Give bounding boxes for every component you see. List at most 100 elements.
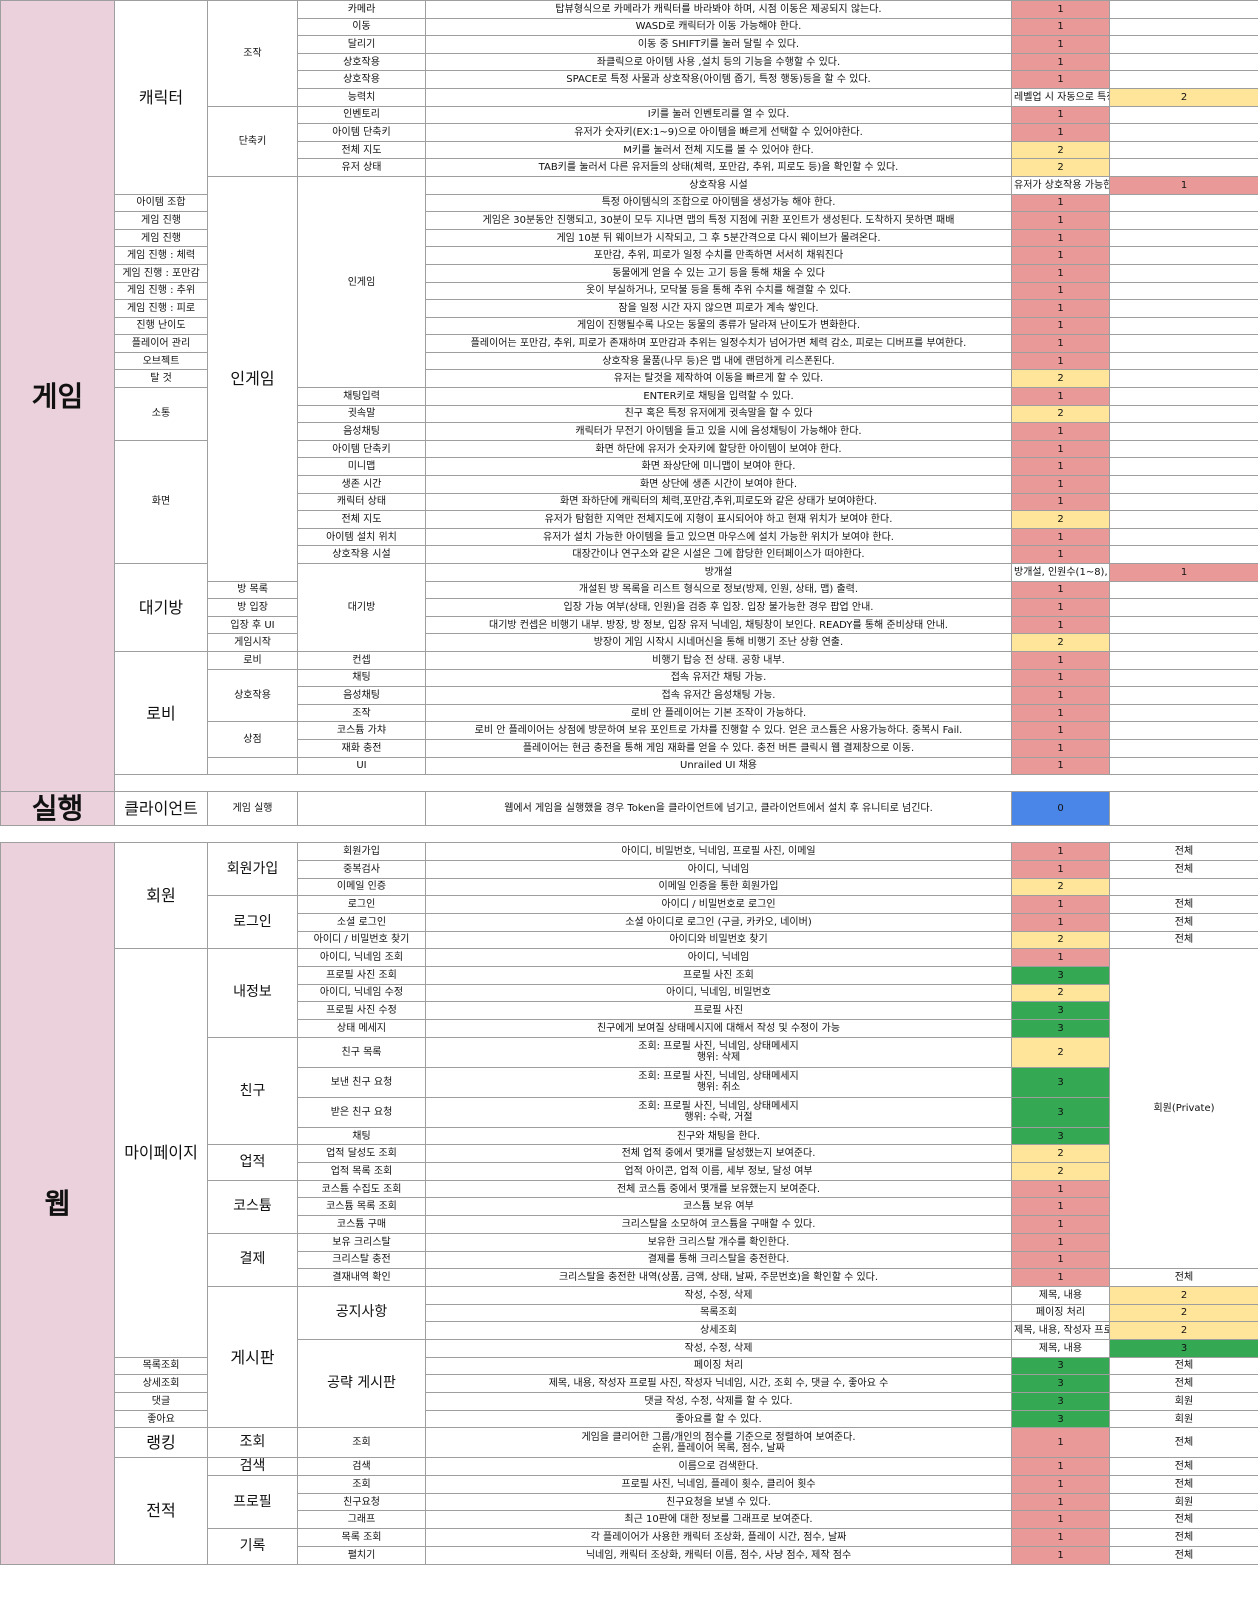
group-cell[interactable] xyxy=(207,756,298,776)
priority-cell[interactable]: 1 xyxy=(1011,738,1110,758)
priority-cell[interactable]: 3 xyxy=(1011,1066,1110,1098)
access-cell[interactable]: 전체 xyxy=(1109,859,1258,879)
priority-cell[interactable]: 2 xyxy=(1011,1162,1110,1181)
priority-cell[interactable]: 3 xyxy=(1011,1019,1110,1038)
priority-cell[interactable]: 2 xyxy=(1011,369,1110,389)
feature-cell[interactable]: 업적 달성도 조회 xyxy=(297,1144,426,1164)
access-cell[interactable] xyxy=(1109,281,1258,301)
access-cell[interactable]: 전체 xyxy=(1109,1457,1258,1477)
description-cell[interactable]: 전체 코스튬 중에서 몇개를 보유했는지 보여준다. xyxy=(425,1179,1012,1199)
description-cell[interactable]: 유저가 탐험한 지역만 전체지도에 지형이 표시되어야 하고 현재 위치가 보여… xyxy=(425,510,1012,529)
description-cell[interactable]: 화면 하단에 유저가 숫자키에 할당한 아이템이 보여야 한다. xyxy=(425,439,1012,459)
access-cell[interactable] xyxy=(1109,756,1258,776)
priority-cell[interactable]: 1 xyxy=(1011,263,1110,283)
description-cell[interactable]: 각 플레이어가 사용한 캐릭터 조상화, 플레이 시간, 점수, 날짜 xyxy=(425,1528,1012,1547)
access-cell[interactable]: 전체 xyxy=(1109,1528,1258,1547)
category-cell[interactable]: 실행 xyxy=(0,791,115,827)
description-cell[interactable]: 게임 10분 뒤 웨이브가 시작되고, 그 후 5분간격으로 다시 웨이브가 몰… xyxy=(425,228,1012,248)
access-cell[interactable]: 전체 xyxy=(1109,1268,1258,1287)
feature-cell[interactable]: 플레이어 관리 xyxy=(114,334,208,353)
description-cell[interactable]: 제목, 내용, 작성자 프로필 사진, 작성자 닉네임, 시간, 조회 수, 댓… xyxy=(1011,1321,1110,1340)
priority-cell[interactable]: 1 xyxy=(1011,281,1110,301)
priority-cell[interactable]: 1 xyxy=(1011,17,1110,37)
group-cell[interactable]: 친구 xyxy=(207,1036,298,1146)
priority-cell[interactable]: 2 xyxy=(1011,140,1110,160)
group-cell[interactable]: 검색 xyxy=(207,1457,298,1477)
description-cell[interactable]: 조회: 프로필 사진, 닉네임, 상태메세지 행위: 삭제 xyxy=(425,1036,1012,1068)
description-cell[interactable]: 이메일 인증을 통한 회원가입 xyxy=(425,877,1012,897)
access-cell[interactable] xyxy=(1109,510,1258,529)
priority-cell[interactable]: 1 xyxy=(1011,1197,1110,1217)
section-cell[interactable]: 클라이언트 xyxy=(114,791,208,827)
priority-cell[interactable]: 1 xyxy=(1011,52,1110,72)
priority-cell[interactable]: 1 xyxy=(1011,105,1110,125)
feature-cell[interactable]: 로그인 xyxy=(297,895,426,914)
feature-cell[interactable]: 오브젝트 xyxy=(114,351,208,371)
access-cell[interactable] xyxy=(1109,439,1258,459)
feature-cell[interactable]: 아이디, 닉네임 수정 xyxy=(297,983,426,1003)
description-cell[interactable]: 크리스탈을 소모하여 코스튬을 구매할 수 있다. xyxy=(425,1215,1012,1234)
feature-cell[interactable]: 전체 지도 xyxy=(297,510,426,529)
feature-cell[interactable]: 코스튬 목록 조회 xyxy=(297,1197,426,1217)
access-cell[interactable] xyxy=(1109,475,1258,494)
description-cell[interactable]: 게임을 클리어한 그룹/개인의 점수를 기준으로 정렬하여 보여준다. 순위, … xyxy=(425,1427,1012,1459)
priority-cell[interactable]: 1 xyxy=(1011,650,1110,670)
access-cell[interactable] xyxy=(1109,387,1258,406)
feature-cell[interactable]: 아이템 조합 xyxy=(114,193,208,213)
group-cell[interactable]: 공략 게시판 xyxy=(297,1338,426,1429)
description-cell[interactable]: SPACE로 특정 사물과 상호작용(아이템 줍기, 특정 행동)등을 할 수 … xyxy=(425,70,1012,89)
access-cell[interactable] xyxy=(1109,246,1258,265)
description-cell[interactable]: 대장간이나 연구소와 같은 시설은 그에 합당한 인터페이스가 떠야한다. xyxy=(425,545,1012,564)
access-cell[interactable] xyxy=(1109,334,1258,353)
priority-cell[interactable]: 1 xyxy=(1011,1475,1110,1494)
priority-cell[interactable]: 1 xyxy=(1011,1545,1110,1565)
access-cell[interactable] xyxy=(1109,422,1258,441)
access-cell[interactable] xyxy=(1109,316,1258,336)
access-cell[interactable] xyxy=(1109,791,1258,827)
priority-cell[interactable]: 1 xyxy=(1011,246,1110,265)
feature-cell[interactable]: 채팅 xyxy=(297,668,426,688)
description-cell[interactable]: 포만감, 추위, 피로가 일정 수치를 만족하면 서서히 채워진다 xyxy=(425,246,1012,265)
description-cell[interactable]: 프로필 사진 xyxy=(425,1001,1012,1020)
priority-cell[interactable]: 1 xyxy=(1011,228,1110,248)
group-cell[interactable]: 공지사항 xyxy=(297,1285,426,1340)
feature-cell[interactable]: 컨셉 xyxy=(297,650,426,670)
description-cell[interactable]: 로비 안 플레이어는 기본 조작이 가능하다. xyxy=(425,703,1012,723)
description-cell[interactable]: ENTER키로 채팅을 입력할 수 있다. xyxy=(425,387,1012,406)
group-cell[interactable]: 게임 실행 xyxy=(207,791,298,827)
priority-cell[interactable]: 3 xyxy=(1011,1409,1110,1429)
access-cell[interactable] xyxy=(1109,721,1258,740)
access-cell[interactable] xyxy=(1109,686,1258,705)
feature-cell[interactable]: 결재내역 확인 xyxy=(297,1268,426,1287)
section-cell[interactable]: 대기방 xyxy=(114,563,208,652)
description-cell[interactable]: 방장이 게임 시작시 시네머신을 통해 비행기 조난 상황 연출. xyxy=(425,633,1012,652)
description-cell[interactable]: 화면 좌하단에 캐릭터의 체력,포만감,추위,피로도와 같은 상태가 보여야한다… xyxy=(425,492,1012,512)
priority-cell[interactable]: 2 xyxy=(1109,1303,1258,1323)
feature-cell[interactable]: 게임 진행 xyxy=(114,211,208,230)
access-cell[interactable] xyxy=(1109,650,1258,670)
priority-cell[interactable]: 1 xyxy=(1011,668,1110,688)
access-cell[interactable] xyxy=(1109,17,1258,37)
feature-cell[interactable]: 조작 xyxy=(297,703,426,723)
feature-cell[interactable] xyxy=(297,791,426,827)
priority-cell[interactable]: 2 xyxy=(1011,633,1110,652)
feature-cell[interactable]: 크리스탈 충전 xyxy=(297,1250,426,1270)
description-cell[interactable]: 전체 업적 중에서 몇개를 달성했는지 보여준다. xyxy=(425,1144,1012,1164)
group-cell[interactable]: 능력치 xyxy=(297,87,426,107)
section-cell[interactable]: 게시판 xyxy=(207,1285,298,1429)
category-cell[interactable]: 웹 xyxy=(0,842,115,1565)
feature-cell[interactable]: 작성, 수정, 삭제 xyxy=(425,1285,1012,1305)
access-cell[interactable]: 전체 xyxy=(1109,842,1258,861)
description-cell[interactable]: M키를 눌러서 전체 지도를 볼 수 있어야 한다. xyxy=(425,140,1012,160)
priority-cell[interactable]: 1 xyxy=(1011,457,1110,477)
feature-cell[interactable]: 펼치기 xyxy=(297,1545,426,1565)
priority-cell[interactable]: 1 xyxy=(1011,211,1110,230)
feature-cell[interactable]: 카메라 xyxy=(297,0,426,19)
feature-cell[interactable]: 프로필 사진 수정 xyxy=(297,1001,426,1020)
access-cell[interactable] xyxy=(1109,263,1258,283)
feature-cell[interactable]: 입장 후 UI xyxy=(207,615,298,635)
access-cell[interactable] xyxy=(1109,52,1258,72)
description-cell[interactable]: 옷이 부실하거나, 모닥불 등을 통해 추위 수치를 해결할 수 있다. xyxy=(425,281,1012,301)
priority-cell[interactable]: 1 xyxy=(1011,756,1110,776)
access-cell[interactable] xyxy=(1109,527,1258,547)
